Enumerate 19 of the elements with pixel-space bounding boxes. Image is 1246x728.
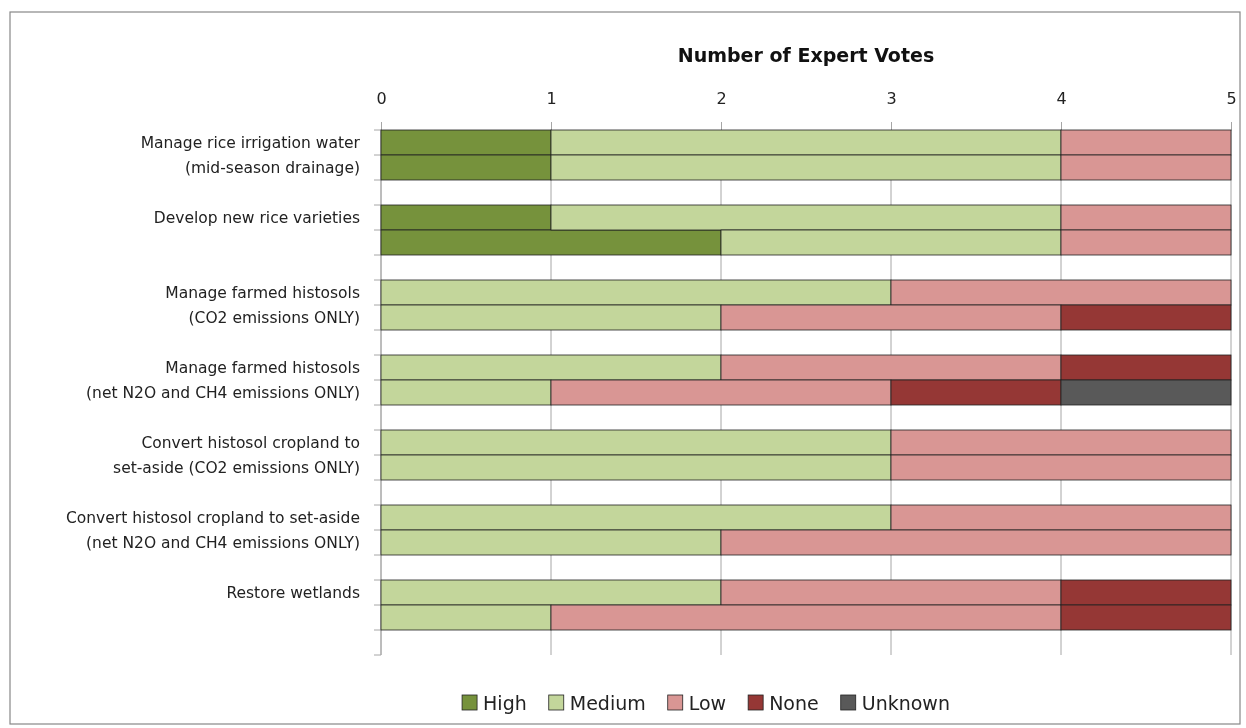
y-tick-label: Convert histosol cropland to set-aside (net N2O and CH4 emissions ONLY) xyxy=(65,508,360,552)
chart-title: Number of Expert Votes xyxy=(677,44,935,66)
x-tick-label: 5 xyxy=(1226,89,1237,108)
x-tick-label: 0 xyxy=(376,89,387,108)
y-tick-label: Manage rice irrigation water (mid-season drainage) xyxy=(140,133,361,177)
legend-label: High xyxy=(483,691,527,714)
x-tick-label: 1 xyxy=(546,89,557,108)
y-tick-label: Convert histosol cropland to set-aside (CO2 emissions ONLY) xyxy=(113,433,360,477)
legend-label: Medium xyxy=(569,691,646,714)
x-tick-label: 2 xyxy=(716,89,727,108)
legend-label: None xyxy=(769,691,819,714)
y-tick-label: Manage farmed histosols (CO2 emissions ONLY) xyxy=(165,283,360,327)
y-tick-label: Restore wetlands xyxy=(226,583,360,602)
y-tick-label: Develop new rice varieties xyxy=(153,208,360,227)
x-tick-label: 3 xyxy=(886,89,897,108)
x-tick-label: 4 xyxy=(1056,89,1067,108)
legend-label: Unknown xyxy=(861,691,950,714)
y-tick-label: Manage farmed histosols (net N2O and CH4 emissions ONLY) xyxy=(86,358,360,402)
legend-label: Low xyxy=(688,691,727,714)
